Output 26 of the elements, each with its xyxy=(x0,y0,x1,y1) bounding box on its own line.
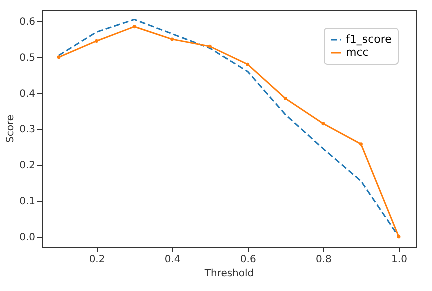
x-tick-label: 1.0 xyxy=(392,254,408,266)
point xyxy=(322,122,326,126)
legend-label: mcc xyxy=(346,46,369,59)
y-tick-label: 0.1 xyxy=(20,196,36,208)
point xyxy=(57,56,61,60)
x-axis-title: Threshold xyxy=(204,268,254,280)
y-axis-title: Score xyxy=(6,114,17,144)
y-tick-label: 0.4 xyxy=(20,88,36,100)
x-tick-label: 0.4 xyxy=(164,254,181,266)
x-tick-label: 0.8 xyxy=(316,254,332,266)
point xyxy=(95,40,99,43)
point xyxy=(208,44,212,48)
y-tick-label: 0.3 xyxy=(20,124,36,136)
x-tick-label: 0.2 xyxy=(89,254,106,266)
x-tick-label: 0.6 xyxy=(240,254,256,266)
y-tick-label: 0.0 xyxy=(20,232,36,244)
y-tick-label: 0.5 xyxy=(20,52,36,64)
point xyxy=(359,142,363,146)
point xyxy=(170,38,174,42)
point xyxy=(246,62,250,66)
point xyxy=(284,96,288,100)
y-tick-label: 0.6 xyxy=(20,16,36,28)
point xyxy=(132,25,136,29)
legend-label: f1_score xyxy=(346,33,392,46)
y-tick-label: 0.2 xyxy=(20,160,36,172)
point xyxy=(397,235,401,239)
